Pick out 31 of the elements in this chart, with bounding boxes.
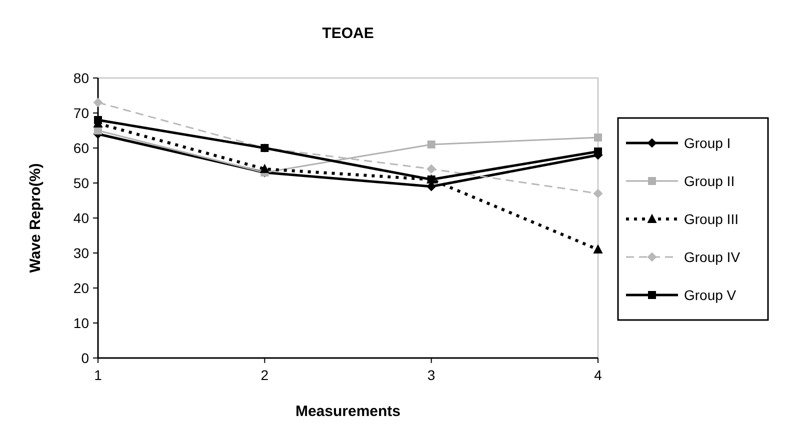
legend-label: Group III [684, 210, 738, 227]
x-tick-label: 2 [260, 367, 269, 383]
x-axis-title: Measurements [295, 403, 401, 420]
point [593, 244, 603, 254]
point [93, 98, 103, 108]
y-tick-label: 10 [73, 314, 90, 331]
point [94, 116, 102, 124]
point [594, 134, 602, 142]
y-tick-label: 30 [73, 244, 90, 261]
x-tick-label: 1 [94, 367, 102, 383]
point [260, 164, 270, 173]
point [427, 140, 436, 148]
legend-label: Group II [684, 172, 735, 189]
legend-label: Group I [684, 134, 731, 151]
y-tick-label: 0 [81, 350, 90, 366]
legend-label: Group IV [684, 248, 741, 265]
y-tick-label: 80 [73, 70, 90, 86]
legend-label: Group V [684, 286, 737, 303]
x-tick-label: 4 [594, 367, 602, 383]
y-tick-label: 20 [73, 280, 90, 296]
chart-title: TEOAE [322, 25, 374, 42]
y-tick-label: 50 [73, 174, 90, 191]
x-tick-label: 3 [427, 367, 436, 383]
y-tick-label: 60 [73, 140, 90, 156]
y-tick-label: 40 [73, 210, 90, 226]
y-axis-title: Wave Repro(%) [27, 163, 44, 273]
point [426, 164, 436, 174]
y-tick-label: 70 [73, 104, 90, 121]
point [593, 188, 603, 198]
point [594, 148, 602, 156]
point [427, 176, 436, 184]
